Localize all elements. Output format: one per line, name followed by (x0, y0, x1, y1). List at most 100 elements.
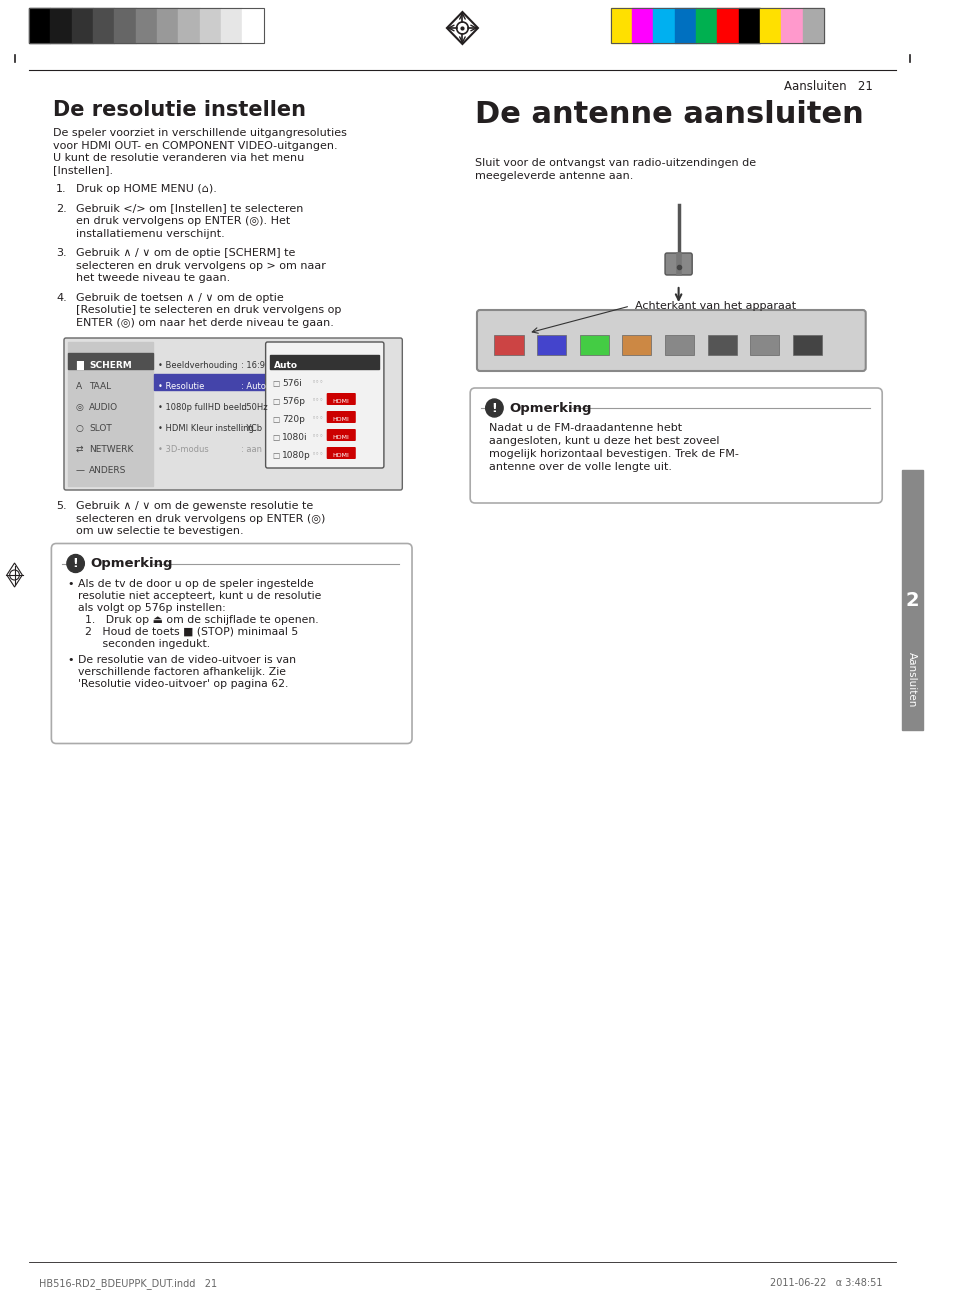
Text: • Resolutie: • Resolutie (158, 381, 204, 391)
Bar (750, 335, 779, 355)
Text: Opmerking: Opmerking (91, 558, 172, 569)
Bar (270, 355, 378, 370)
Bar (674, 8, 696, 43)
Text: • 3D-modus: • 3D-modus (158, 444, 209, 454)
Bar (68, 342, 153, 487)
FancyBboxPatch shape (64, 338, 402, 490)
Text: HB516-RD2_BDEUPPK_DUT.indd   21: HB516-RD2_BDEUPPK_DUT.indd 21 (39, 1278, 216, 1289)
Text: ENTER (◎) om naar het derde niveau te gaan.: ENTER (◎) om naar het derde niveau te ga… (75, 317, 334, 327)
Bar (621, 335, 651, 355)
FancyBboxPatch shape (476, 310, 864, 371)
Text: 2.: 2. (56, 204, 67, 213)
Text: 1080p: 1080p (282, 451, 311, 460)
Text: □: □ (273, 416, 279, 423)
Text: De antenne aansluiten: De antenne aansluiten (475, 100, 862, 129)
Text: 2   Houd de toets ■ (STOP) minimaal 5: 2 Houd de toets ■ (STOP) minimaal 5 (85, 626, 298, 636)
Bar (696, 8, 717, 43)
Text: Druk op HOME MENU (⌂).: Druk op HOME MENU (⌂). (75, 184, 216, 195)
Text: 3.: 3. (56, 249, 67, 258)
Bar (760, 8, 781, 43)
Text: : aan: : aan (241, 444, 262, 454)
Text: De speler voorziet in verschillende uitgangresoluties: De speler voorziet in verschillende uitg… (53, 128, 347, 138)
Text: •: • (68, 655, 74, 664)
Bar (51, 8, 71, 43)
Text: De resolutie instellen: De resolutie instellen (53, 100, 306, 120)
Bar (610, 8, 632, 43)
Text: Gebruik ∧ / ∨ om de gewenste resolutie te: Gebruik ∧ / ∨ om de gewenste resolutie t… (75, 501, 313, 512)
Bar (579, 335, 608, 355)
Text: ◦◦◦: ◦◦◦ (312, 397, 324, 402)
Bar (114, 8, 135, 43)
Text: het tweede niveau te gaan.: het tweede niveau te gaan. (75, 274, 230, 283)
Text: Achterkant van het apparaat: Achterkant van het apparaat (635, 301, 795, 312)
Bar (901, 469, 922, 730)
Text: 'Resolutie video-uitvoer' op pagina 62.: 'Resolutie video-uitvoer' op pagina 62. (77, 679, 288, 689)
Text: U kunt de resolutie veranderen via het menu: U kunt de resolutie veranderen via het m… (53, 153, 304, 163)
Bar (178, 8, 199, 43)
Text: !: ! (491, 401, 497, 414)
Text: HDMI: HDMI (333, 452, 350, 458)
Text: Als de tv de door u op de speler ingestelde: Als de tv de door u op de speler ingeste… (77, 579, 313, 589)
Text: □: □ (273, 451, 279, 460)
Bar (664, 335, 694, 355)
Text: Auto: Auto (274, 362, 298, 370)
Bar (792, 335, 821, 355)
Text: Sluit voor de ontvangst van radio-uitzendingen de: Sluit voor de ontvangst van radio-uitzen… (475, 158, 756, 168)
Text: HDMI: HDMI (333, 417, 350, 422)
Text: [Resolutie] te selecteren en druk vervolgens op: [Resolutie] te selecteren en druk vervol… (75, 305, 340, 316)
Text: • Beeldverhouding: • Beeldverhouding (158, 362, 237, 370)
FancyBboxPatch shape (51, 543, 412, 743)
Text: 2: 2 (904, 590, 918, 609)
Text: : Auto: : Auto (241, 381, 266, 391)
Bar (71, 8, 93, 43)
Text: !: ! (72, 558, 78, 569)
FancyBboxPatch shape (326, 447, 355, 459)
Text: aangesloten, kunt u deze het best zoveel: aangesloten, kunt u deze het best zoveel (488, 437, 719, 446)
Text: : 50Hz: : 50Hz (241, 402, 268, 412)
Text: SLOT: SLOT (89, 423, 112, 433)
Text: ◦◦◦: ◦◦◦ (312, 433, 324, 439)
Bar (135, 8, 157, 43)
Text: 576i: 576i (282, 379, 302, 388)
Text: : 16:9: : 16:9 (241, 362, 265, 370)
Text: resolutie niet accepteert, kunt u de resolutie: resolutie niet accepteert, kunt u de res… (77, 590, 320, 601)
Text: ⇄: ⇄ (75, 444, 83, 454)
Bar (29, 8, 263, 43)
Text: selecteren en druk vervolgens op > om naar: selecteren en druk vervolgens op > om na… (75, 260, 325, 271)
Bar (717, 8, 738, 43)
Text: installatiemenu verschijnt.: installatiemenu verschijnt. (75, 229, 224, 238)
FancyBboxPatch shape (664, 252, 692, 275)
Bar (199, 8, 221, 43)
Text: NETWERK: NETWERK (89, 444, 133, 454)
Text: ○: ○ (75, 423, 84, 433)
Text: om uw selectie te bevestigen.: om uw selectie te bevestigen. (75, 526, 243, 537)
Bar (781, 8, 801, 43)
FancyBboxPatch shape (326, 429, 355, 441)
Text: 1.   Druk op ⏏ om de schijflade te openen.: 1. Druk op ⏏ om de schijflade te openen. (85, 614, 318, 625)
Text: Gebruik ∧ / ∨ om de optie [SCHERM] te: Gebruik ∧ / ∨ om de optie [SCHERM] te (75, 249, 294, 258)
Text: •: • (68, 579, 74, 589)
Text: 4.: 4. (56, 292, 67, 302)
Text: 5.: 5. (56, 501, 67, 512)
Text: 720p: 720p (282, 416, 305, 423)
Text: AUDIO: AUDIO (89, 402, 118, 412)
Text: De resolutie van de video-uitvoer is van: De resolutie van de video-uitvoer is van (77, 655, 295, 664)
Bar (494, 335, 523, 355)
Bar (801, 8, 823, 43)
Text: seconden ingedukt.: seconden ingedukt. (85, 639, 211, 648)
Text: Aansluiten: Aansluiten (906, 652, 916, 707)
Bar (68, 352, 153, 370)
FancyBboxPatch shape (265, 342, 383, 468)
Text: meegeleverde antenne aan.: meegeleverde antenne aan. (475, 171, 633, 180)
Text: selecteren en druk vervolgens op ENTER (◎): selecteren en druk vervolgens op ENTER (… (75, 513, 325, 523)
Text: ANDERS: ANDERS (89, 466, 127, 475)
Bar (653, 8, 674, 43)
Text: SCHERM: SCHERM (89, 362, 132, 370)
Text: ◦◦◦: ◦◦◦ (312, 451, 324, 458)
Bar (242, 8, 263, 43)
Text: 576p: 576p (282, 397, 305, 406)
Text: als volgt op 576p instellen:: als volgt op 576p instellen: (77, 602, 225, 613)
Text: HDMI: HDMI (333, 435, 350, 441)
Text: ◦◦◦: ◦◦◦ (312, 379, 324, 385)
Text: verschillende factoren afhankelijk. Zie: verschillende factoren afhankelijk. Zie (77, 667, 285, 676)
